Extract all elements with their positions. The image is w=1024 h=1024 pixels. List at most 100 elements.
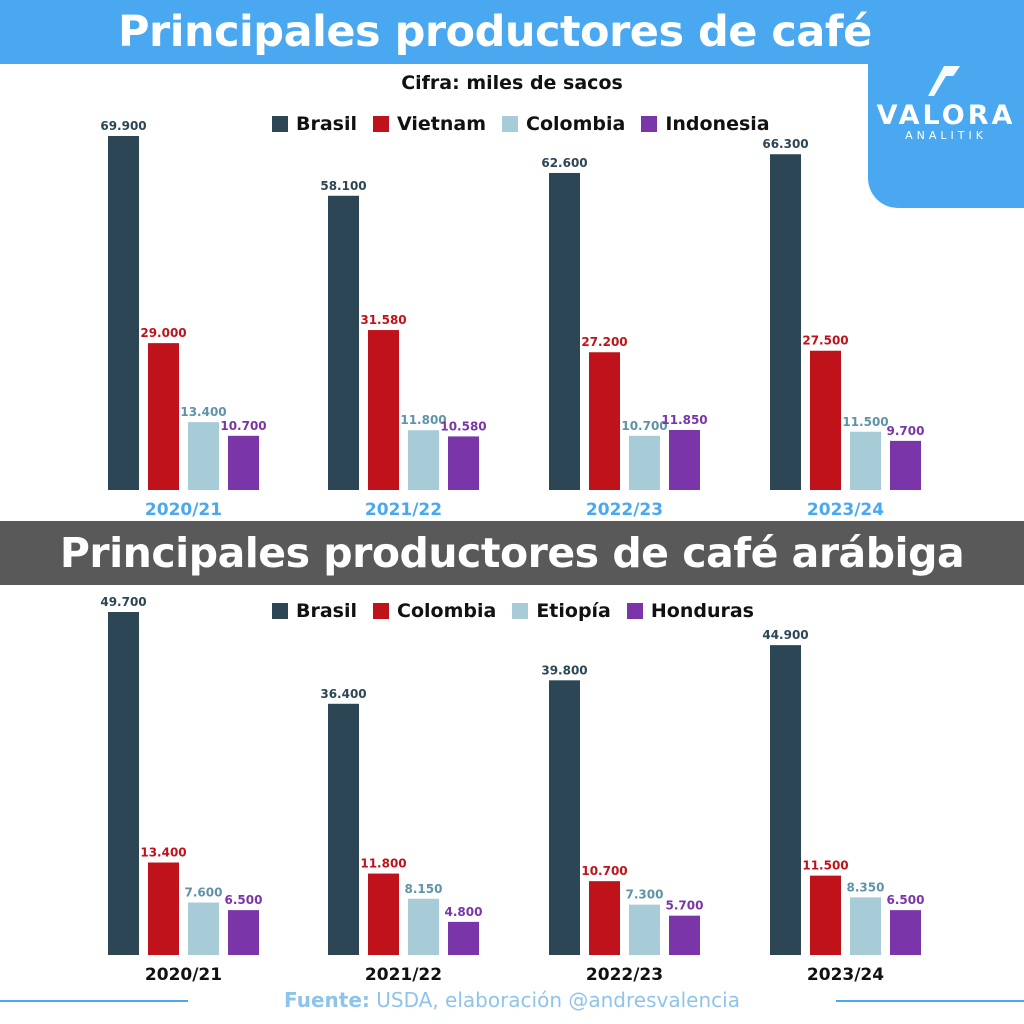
category-label: 2022/23 bbox=[586, 965, 663, 985]
title-banner bbox=[0, 0, 1024, 64]
data-label: 13.400 bbox=[140, 846, 186, 860]
data-label: 10.700 bbox=[621, 419, 667, 433]
bar-honduras-2020/21 bbox=[228, 910, 259, 955]
category-label: 2021/22 bbox=[365, 500, 442, 520]
legend-label: Colombia bbox=[397, 600, 497, 622]
data-label: 44.900 bbox=[762, 628, 808, 642]
source-note: Fuente: USDA, elaboración @andresvalenci… bbox=[0, 988, 1024, 1012]
data-label: 6.500 bbox=[225, 893, 263, 907]
legend-item-brasil: Brasil bbox=[272, 600, 357, 622]
bar-honduras-2022/23 bbox=[669, 915, 700, 955]
logo-subname: ANALITIK bbox=[905, 129, 987, 142]
legend-swatch bbox=[272, 603, 288, 619]
data-label: 13.400 bbox=[180, 405, 226, 419]
data-label: 10.700 bbox=[581, 864, 627, 878]
legend-top: Brasil Vietnam Colombia Indonesia bbox=[272, 113, 786, 135]
footer-rule-right bbox=[836, 1000, 1024, 1002]
data-label: 9.700 bbox=[887, 424, 925, 438]
bar-vietnam-2023/24 bbox=[810, 350, 841, 490]
footer-rule-left bbox=[0, 1000, 188, 1002]
category-label: 2020/21 bbox=[145, 965, 222, 985]
source-label: Fuente: bbox=[284, 988, 370, 1012]
legend-item-colombia: Colombia bbox=[502, 113, 625, 135]
page-title: Principales productores de café bbox=[118, 7, 872, 57]
bar-colombia-2020/21 bbox=[148, 862, 179, 955]
section-banner bbox=[0, 521, 1024, 585]
data-label: 31.580 bbox=[360, 313, 406, 327]
bar-vietnam-2022/23 bbox=[589, 352, 620, 490]
data-label: 66.300 bbox=[762, 137, 808, 151]
bar-vietnam-2020/21 bbox=[148, 343, 179, 490]
bar-colombia-2022/23 bbox=[629, 435, 660, 490]
data-label: 58.100 bbox=[320, 179, 366, 193]
bar-honduras-2023/24 bbox=[890, 910, 921, 955]
data-label: 11.500 bbox=[842, 415, 888, 429]
logo-mark-icon bbox=[928, 66, 960, 96]
data-label: 27.500 bbox=[802, 334, 848, 348]
data-label: 7.600 bbox=[185, 886, 223, 900]
bar-brasil-2020/21 bbox=[108, 612, 139, 955]
bar-indonesia-2020/21 bbox=[228, 435, 259, 490]
category-label: 2020/21 bbox=[145, 500, 222, 520]
data-label: 49.700 bbox=[100, 595, 146, 609]
data-label: 62.600 bbox=[541, 156, 587, 170]
bar-indonesia-2021/22 bbox=[448, 436, 479, 490]
legend-label: Vietnam bbox=[397, 113, 487, 135]
bar-etiopía-2020/21 bbox=[188, 902, 219, 955]
legend-swatch bbox=[502, 116, 519, 132]
bar-honduras-2021/22 bbox=[448, 921, 479, 955]
legend-swatch bbox=[272, 116, 288, 132]
bar-indonesia-2022/23 bbox=[669, 429, 700, 490]
data-label: 6.500 bbox=[887, 893, 925, 907]
category-label: 2021/22 bbox=[365, 965, 442, 985]
data-label: 8.150 bbox=[405, 882, 443, 896]
data-label: 10.700 bbox=[220, 419, 266, 433]
data-label: 29.000 bbox=[140, 326, 186, 340]
data-label: 27.200 bbox=[581, 335, 627, 349]
bar-brasil-2022/23 bbox=[549, 172, 580, 490]
legend-swatch bbox=[626, 603, 643, 619]
legend-item-etiopía: Etiopía bbox=[512, 600, 611, 622]
bar-brasil-2021/22 bbox=[328, 703, 359, 955]
legend-swatch bbox=[373, 603, 390, 619]
chart-subtitle: Cifra: miles de sacos bbox=[401, 72, 623, 94]
legend-item-brasil: Brasil bbox=[272, 113, 357, 135]
legend-label: Brasil bbox=[296, 113, 358, 135]
legend-bottom: Brasil Colombia Etiopía Honduras bbox=[272, 600, 770, 622]
legend-swatch bbox=[512, 603, 529, 619]
data-label: 11.850 bbox=[661, 413, 707, 427]
data-label: 10.580 bbox=[440, 419, 486, 433]
bar-colombia-2023/24 bbox=[810, 875, 841, 955]
bar-brasil-2023/24 bbox=[770, 645, 801, 955]
data-label: 8.350 bbox=[847, 880, 885, 894]
source-text: USDA, elaboración @andresvalencia bbox=[369, 988, 740, 1012]
legend-label: Honduras bbox=[650, 600, 754, 622]
legend-item-indonesia: Indonesia bbox=[641, 113, 770, 135]
legend-item-honduras: Honduras bbox=[626, 600, 754, 622]
legend-swatch bbox=[641, 116, 658, 132]
section-title: Principales productores de café arábiga bbox=[59, 529, 965, 577]
category-label: 2023/24 bbox=[807, 965, 884, 985]
bar-brasil-2022/23 bbox=[549, 680, 580, 955]
data-label: 36.400 bbox=[320, 687, 366, 701]
legend-swatch bbox=[373, 116, 390, 132]
bar-colombia-2021/22 bbox=[368, 873, 399, 955]
data-label: 4.800 bbox=[445, 905, 483, 919]
legend-label: Colombia bbox=[526, 113, 626, 135]
bar-colombia-2023/24 bbox=[850, 431, 881, 490]
legend-item-vietnam: Vietnam bbox=[373, 113, 486, 135]
data-label: 11.800 bbox=[400, 413, 446, 427]
bar-vietnam-2021/22 bbox=[368, 330, 399, 490]
data-label: 69.900 bbox=[100, 119, 146, 133]
logo-name: VALORA bbox=[876, 100, 1016, 131]
data-label: 39.800 bbox=[541, 663, 587, 677]
category-label: 2023/24 bbox=[807, 500, 884, 520]
legend-item-colombia: Colombia bbox=[373, 600, 496, 622]
data-label: 11.500 bbox=[802, 859, 848, 873]
bar-brasil-2021/22 bbox=[328, 195, 359, 491]
bar-etiopía-2022/23 bbox=[629, 904, 660, 955]
data-label: 5.700 bbox=[666, 899, 704, 913]
bar-colombia-2020/21 bbox=[188, 422, 219, 490]
category-label: 2022/23 bbox=[586, 500, 663, 520]
